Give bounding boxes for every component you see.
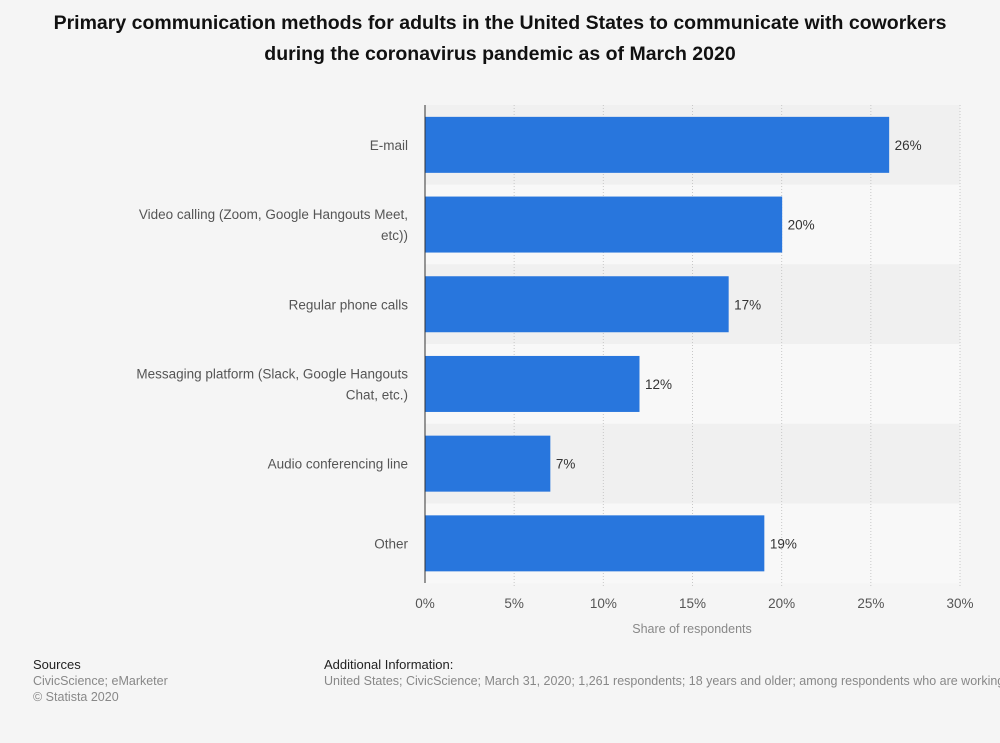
category-label: Chat, etc.) [346, 387, 408, 402]
category-label: Audio conferencing line [268, 457, 408, 472]
sources-block: Sources CivicScience; eMarketer © Statis… [33, 657, 168, 705]
bar-chart: E-mail Video calling (Zoom, Google Hangou… [136, 105, 974, 636]
additional-info-text: United States; CivicScience; March 31, 2… [324, 674, 1000, 688]
category-label: etc)) [381, 228, 408, 243]
chart-title: Primary communication methods for adults… [53, 12, 947, 65]
category-label: Regular phone calls [289, 297, 409, 312]
bar [425, 276, 729, 333]
x-tick-label: 30% [946, 596, 973, 611]
additional-info-heading: Additional Information: [324, 657, 454, 672]
bar [425, 116, 890, 173]
value-label: 26% [895, 138, 922, 153]
category-label: Other [374, 536, 408, 551]
bar [425, 196, 783, 253]
sources-line: CivicScience; eMarketer [33, 674, 168, 688]
x-tick-label: 15% [679, 596, 706, 611]
category-label: Messaging platform (Slack, Google Hangou… [136, 366, 408, 381]
value-label: 17% [734, 297, 761, 312]
x-tick-label: 25% [857, 596, 884, 611]
sources-heading: Sources [33, 657, 81, 672]
category-label: Video calling (Zoom, Google Hangouts Mee… [139, 207, 408, 222]
x-tick-label: 5% [504, 596, 524, 611]
additional-info-block: Additional Information: United States; C… [324, 657, 1000, 689]
category-labels: E-mail Video calling (Zoom, Google Hangou… [136, 138, 408, 551]
x-axis-title: Share of respondents [632, 622, 752, 636]
copyright-line: © Statista 2020 [33, 690, 119, 704]
x-tick-label: 20% [768, 596, 795, 611]
bar [425, 515, 765, 572]
x-tick-label: 0% [415, 596, 435, 611]
x-tick-label: 10% [590, 596, 617, 611]
bar [425, 435, 551, 492]
bar [425, 355, 640, 412]
value-labels: 26% 20% 17% 12% 7% 19% [556, 138, 922, 551]
value-label: 20% [788, 218, 815, 233]
bars [425, 116, 890, 572]
value-label: 19% [770, 536, 797, 551]
value-label: 12% [645, 377, 672, 392]
value-label: 7% [556, 457, 576, 472]
row-bands [425, 105, 960, 584]
tick-labels: 0% 5% 10% 15% 20% 25% 30% [415, 596, 973, 611]
category-label: E-mail [370, 138, 408, 153]
